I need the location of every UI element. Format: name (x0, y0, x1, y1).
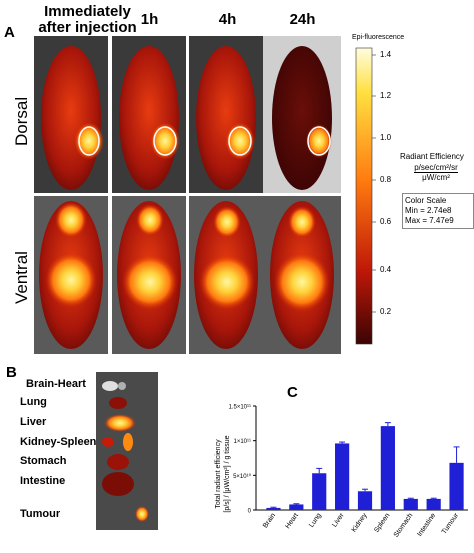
x-tick-label: Kidney (351, 512, 369, 534)
radiant-efficiency-label: Radiant Efficiency p/sec/cm²/sr μW/cm² (400, 152, 472, 182)
bar (289, 504, 304, 510)
x-tick-label: Lung (308, 512, 323, 529)
x-tick-label: Spleen (373, 512, 391, 534)
bar (403, 498, 418, 510)
bar (357, 491, 373, 510)
organ-label-liver: Liver (20, 416, 47, 428)
radiant-efficiency-title: Radiant Efficiency (400, 152, 464, 161)
organ-image (96, 372, 158, 530)
colorbar-tick-0-4: 0.4 (380, 265, 392, 274)
ventral-immediate-image (34, 196, 108, 354)
ventral-24h-image (263, 196, 341, 354)
y-tick-label: 0 (248, 509, 252, 515)
column-label-immediate: Immediately after injection (38, 3, 137, 36)
panel-b-letter: B (6, 364, 17, 381)
bar-chart: Total radiant efficiency [p/s] / [μW/cm²… (215, 405, 468, 539)
panel-a-letter: A (4, 24, 15, 41)
color-scale-title: Color Scale (405, 196, 447, 205)
y-tick-label: 1.5×10¹¹ (228, 405, 251, 411)
colorbar-tick-0-2: 0.2 (380, 307, 392, 316)
colorbar-tick-0-6: 0.6 (380, 217, 392, 226)
x-tick-label: Brain (262, 512, 277, 529)
organ-label-tumour: Tumour (20, 508, 61, 520)
x-tick-label: Intestine (416, 512, 437, 538)
dorsal-24h-image (263, 36, 341, 193)
organ-label-brain-heart: Brain-Heart (26, 378, 86, 390)
organ-label-kidney-spleen: Kidney-Spleen (20, 436, 97, 448)
column-label-1h: 1h (140, 11, 159, 28)
ventral-1h-image (112, 196, 186, 354)
colorbar-gradient (355, 47, 373, 345)
organ-label-stomach: Stomach (20, 455, 67, 467)
bar (426, 498, 441, 510)
dorsal-1h-image (112, 36, 186, 193)
bar (266, 507, 281, 510)
colorbar-tick-1-2: 1.2 (380, 91, 392, 100)
column-label-24h: 24h (289, 11, 316, 28)
bar (335, 443, 350, 510)
colorbar-tick-1-4: 1.4 (380, 50, 392, 59)
unit-denominator: μW/cm² (422, 173, 450, 182)
column-label-4h: 4h (218, 11, 237, 28)
y-axis-label-line2: [p/s] / [μW/cm²] / g tissue (224, 435, 231, 512)
ventral-4h-image (189, 196, 263, 354)
bar (380, 426, 395, 510)
x-tick-label: Stomach (393, 512, 415, 539)
y-tick-label: 5×10¹⁰ (233, 473, 252, 480)
dorsal-immediate-image (34, 36, 108, 193)
bar (312, 473, 327, 510)
y-tick-label: 1×10¹¹ (233, 439, 251, 445)
x-tick-label: Tumour (441, 512, 461, 536)
y-axis-label-line1: Total radiant efficiency (215, 439, 222, 509)
panel-c-letter: C (287, 384, 298, 401)
color-scale-max: Max = 7.47e9 (405, 216, 454, 225)
dorsal-4h-image (189, 36, 263, 193)
colorbar-tick-1-0: 1.0 (380, 133, 392, 142)
bar (449, 462, 464, 510)
colorbar-title: Epi-fluorescence (352, 34, 405, 41)
color-scale-box: Color Scale Min = 2.74e8 Max = 7.47e9 (402, 193, 474, 229)
x-tick-label: Heart (284, 512, 300, 530)
organ-label-lung: Lung (20, 396, 47, 408)
colorbar-tick-0-8: 0.8 (380, 175, 392, 184)
color-scale-min: Min = 2.74e8 (405, 206, 452, 215)
unit-numerator: p/sec/cm²/sr (414, 163, 458, 173)
organ-label-intestine: Intestine (20, 475, 66, 487)
x-tick-label: Liver (331, 512, 346, 529)
radiant-efficiency-unit: p/sec/cm²/sr μW/cm² (400, 163, 472, 182)
